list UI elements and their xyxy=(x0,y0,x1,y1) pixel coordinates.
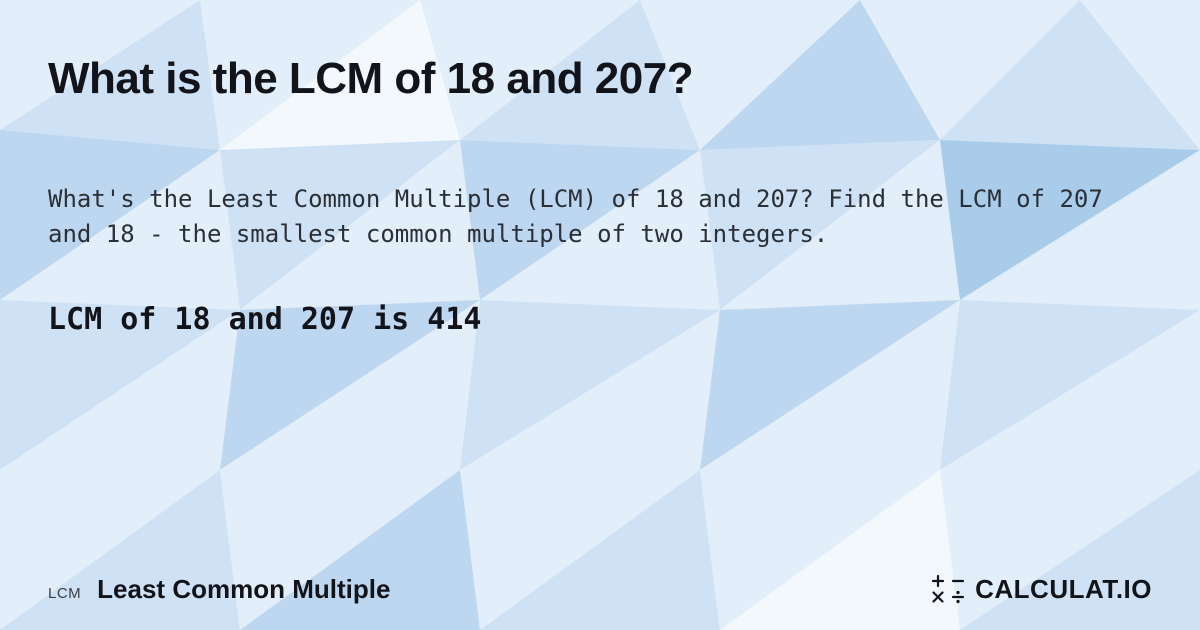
footer-title: Least Common Multiple xyxy=(97,574,390,605)
brand: CALCULAT.IO xyxy=(931,574,1152,605)
calculator-icon xyxy=(931,574,965,604)
brand-text: CALCULAT.IO xyxy=(975,574,1152,605)
page-footer: LCM Least Common Multiple xyxy=(0,548,1200,630)
page-title: What is the LCM of 18 and 207? xyxy=(48,54,1152,104)
result-text: LCM of 18 and 207 is 414 xyxy=(48,302,1152,337)
lcm-badge: LCM xyxy=(48,585,81,602)
page-description: What's the Least Common Multiple (LCM) o… xyxy=(48,182,1128,252)
footer-left: LCM Least Common Multiple xyxy=(48,574,390,605)
